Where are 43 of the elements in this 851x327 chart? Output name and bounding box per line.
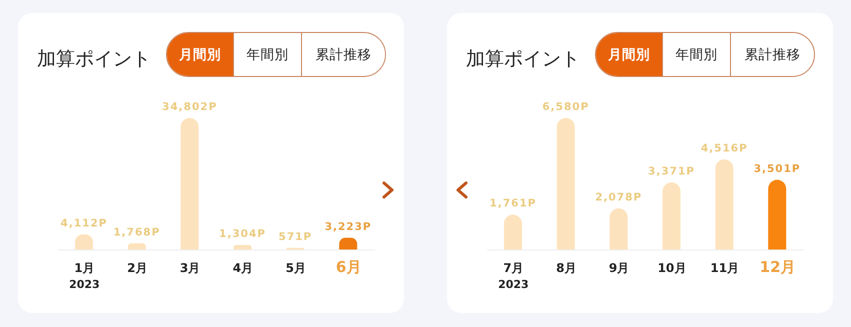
text: 2023 — [498, 278, 529, 291]
data-label: 4,112P — [60, 217, 108, 230]
text: 2023 — [69, 278, 100, 291]
data-label: 3,371P — [648, 165, 695, 178]
bar — [180, 118, 199, 250]
x-tick-label: 1月 — [74, 261, 95, 275]
x-tick-label: 8月 — [556, 261, 576, 275]
bar — [556, 118, 575, 250]
x-tick-label: 10月 — [658, 261, 686, 275]
x-tick-label: 6月 — [336, 258, 362, 276]
bar — [610, 208, 628, 250]
bar — [768, 180, 786, 250]
data-label: 1,761P — [490, 198, 536, 210]
data-label: 34,802P — [162, 101, 218, 113]
data-label: 1,768P — [113, 226, 160, 238]
x-tick-label: 5月 — [286, 261, 306, 275]
bar — [234, 245, 252, 250]
data-label: 571P — [278, 230, 312, 243]
data-label: 2,078P — [595, 191, 642, 204]
data-label: 1,304P — [219, 228, 266, 240]
text: 月間別 — [167, 33, 234, 76]
text: 年間別 — [233, 33, 301, 76]
x-tick-label: 3月 — [180, 261, 200, 275]
bar — [662, 182, 680, 250]
x-tick-label: 7月 — [503, 261, 524, 275]
chart-title: 加算ポイント — [466, 47, 580, 72]
bar — [128, 243, 146, 250]
text: 月間別 — [596, 33, 662, 76]
x-tick-label: 9月 — [608, 261, 630, 275]
bar — [715, 159, 734, 250]
text: 累計推移 — [300, 33, 386, 76]
text: 年間別 — [662, 33, 730, 76]
data-label: 6,580P — [542, 101, 590, 113]
x-tick-label: 12月 — [760, 258, 796, 276]
chart-title: 加算ポイント — [37, 47, 151, 72]
x-tick-label: 4月 — [232, 261, 254, 275]
x-tick-label: 11月 — [710, 261, 740, 275]
data-label: 4,516P — [700, 142, 748, 154]
data-label: 3,501P — [754, 162, 801, 175]
data-label: 3,223P — [324, 220, 372, 233]
x-tick-label: 2月 — [127, 261, 148, 275]
bar — [504, 214, 522, 250]
text: 累計推移 — [730, 33, 814, 76]
